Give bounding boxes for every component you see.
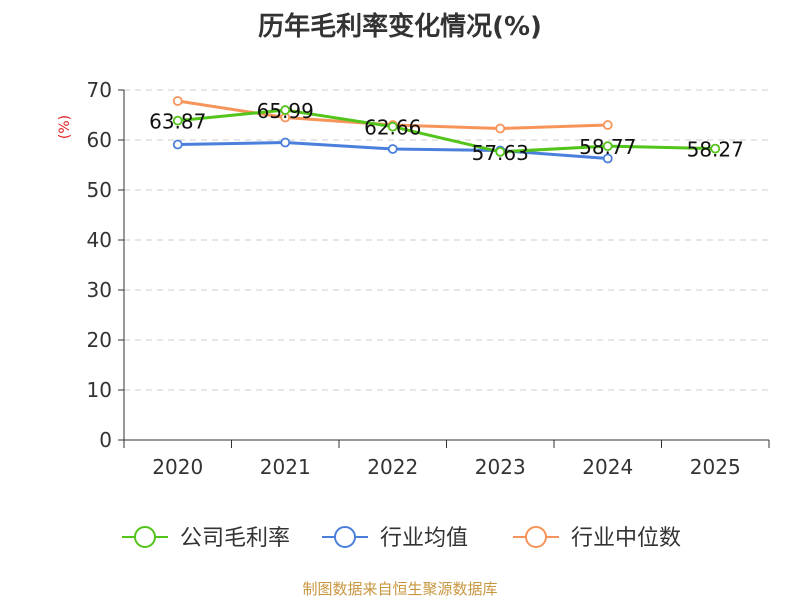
data-point [495, 146, 506, 157]
data-point [387, 144, 398, 154]
data-label: 58.77 [579, 135, 636, 159]
data-point [495, 123, 506, 134]
data-point [710, 143, 721, 154]
data-point [172, 96, 183, 106]
footer-source: 制图数据来自恒生聚源数据库 [302, 580, 498, 598]
data-label: 65.99 [257, 99, 314, 123]
chart-title: 历年毛利率变化情况(%) [258, 12, 542, 42]
y-tick-label: 70 [87, 78, 112, 102]
y-tick-label: 60 [87, 128, 112, 152]
x-tick-label: 2025 [690, 455, 741, 479]
data-point [172, 139, 183, 150]
y-tick-label: 30 [87, 278, 112, 302]
legend-label: 公司毛利率 [180, 526, 290, 551]
data-point [280, 105, 291, 115]
data-label: 58.27 [687, 138, 744, 162]
data-point [602, 120, 613, 130]
x-tick-label: 2024 [582, 455, 633, 479]
y-tick-label: 0 [99, 428, 112, 452]
y-tick-label: 50 [87, 178, 112, 202]
legend-marker [334, 526, 356, 548]
legend-marker [525, 526, 547, 548]
legend-label: 行业中位数 [571, 526, 681, 551]
grid-lines [124, 89, 769, 391]
legend-marker [134, 526, 156, 548]
series-group [172, 96, 721, 164]
legend-label: 行业均值 [380, 526, 468, 551]
data-label: 63.87 [149, 110, 206, 134]
data-point [172, 115, 183, 126]
x-tick-label: 2020 [152, 455, 203, 479]
legend: 公司毛利率 行业均值 行业中位数 [122, 526, 681, 551]
x-tick-label: 2023 [475, 455, 526, 479]
y-tick-label: 40 [87, 228, 112, 252]
data-labels: 63.87 65.99 62.66 57.63 58.77 58.27 [149, 99, 744, 165]
data-point [280, 137, 291, 148]
data-point [387, 121, 398, 132]
y-tick-label: 10 [87, 378, 112, 402]
y-axis-label: (%) [57, 115, 73, 139]
axes: 0 10 20 30 40 50 60 70 2020 2021 2022 2023 2024 2025 [87, 78, 770, 479]
data-label: 57.63 [472, 141, 529, 165]
y-tick-label: 20 [87, 328, 112, 352]
data-point [602, 153, 613, 164]
series-line-0 [177, 108, 716, 154]
data-label: 62.66 [364, 116, 421, 140]
data-point [602, 141, 613, 152]
x-tick-label: 2022 [367, 455, 418, 479]
x-tick-label: 2021 [260, 455, 311, 479]
